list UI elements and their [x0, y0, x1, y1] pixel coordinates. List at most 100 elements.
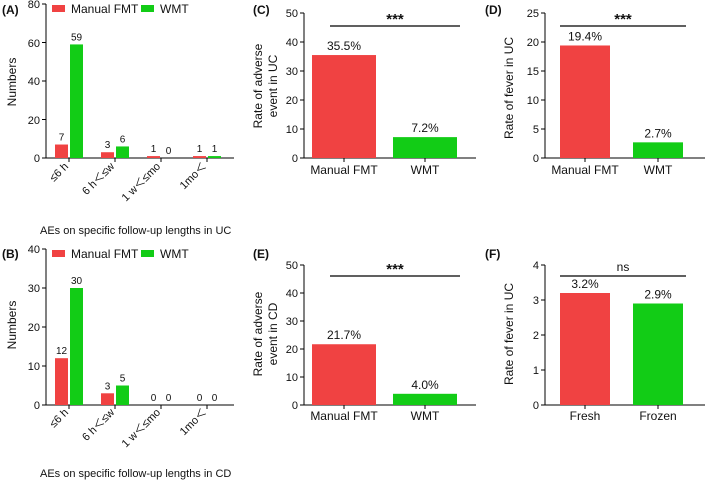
x-tick-label: Manual FMT	[551, 163, 619, 177]
legend-label-manual-fmt: Manual FMT	[71, 247, 139, 261]
data-label: 30	[71, 276, 83, 287]
panel-e: (E) Rate of adverse event in CD 0 10 20 …	[251, 247, 460, 423]
legend-label-wmt: WMT	[160, 2, 189, 16]
x-tick-label: 1mo＜	[178, 161, 209, 192]
legend-swatch-manual-fmt	[52, 5, 65, 12]
x-tick-label: Fresh	[570, 409, 601, 423]
data-label: 0	[197, 393, 203, 404]
bar	[101, 393, 114, 405]
y-tick-label: 50	[286, 260, 298, 272]
y-axis-label-line-2: event in UC	[266, 54, 280, 117]
chart-f-marks: 3.2% 2.9%	[541, 264, 705, 409]
y-axis-label: Rate of fever in UC	[502, 37, 516, 139]
panel-label: (C)	[253, 3, 270, 17]
y-tick-label: 3	[533, 295, 539, 307]
y-tick-label: 30	[28, 283, 40, 295]
data-label: 0	[166, 146, 172, 157]
data-label: 0	[166, 393, 172, 404]
x-tick-label: 6 h＜≤w	[80, 407, 117, 444]
x-axis-title: AEs on specific follow-up lengths in UC	[40, 225, 231, 237]
legend: Manual FMT WMT	[52, 2, 189, 16]
data-label: 1	[197, 144, 203, 155]
bar	[312, 55, 376, 158]
y-tick-label: 15	[527, 66, 539, 78]
x-tick-label: ≤6 h	[48, 161, 72, 185]
y-tick-label: 0	[292, 153, 298, 165]
data-label: 4.0%	[411, 378, 439, 392]
x-tick-label: Manual FMT	[310, 163, 378, 177]
data-label: 3	[105, 140, 111, 151]
x-tick-label: 1 w＜≤mo	[120, 161, 163, 204]
legend: Manual FMT WMT	[52, 247, 189, 261]
y-tick-label: 10	[28, 361, 40, 373]
panel-d: (D) Rate of fever in UC 0 5 10 15 20 25 …	[485, 3, 686, 177]
data-label: 35.5%	[327, 39, 361, 53]
bar	[55, 144, 68, 158]
data-label: 0	[151, 393, 157, 404]
x-tick-label: Frozen	[639, 409, 676, 423]
data-label: 7	[59, 133, 65, 144]
bar	[101, 152, 114, 158]
y-tick-label: 30	[286, 66, 298, 78]
legend-swatch-wmt	[141, 5, 154, 12]
panel-f: (F) Rate of fever in UC 0 1 2 3 4 Fresh …	[485, 247, 686, 423]
chart-c-marks: 35.5% 7.2%	[300, 12, 476, 162]
significance-label: ***	[386, 261, 404, 278]
y-tick-label: 10	[527, 95, 539, 107]
chart-e-marks: 21.7% 4.0%	[300, 264, 476, 409]
data-label: 6	[120, 134, 126, 145]
y-tick-label: 0	[292, 400, 298, 412]
y-tick-labels: 0 20 40 60 80	[28, 0, 40, 165]
bar	[633, 142, 683, 158]
bar	[55, 358, 68, 405]
legend-label-wmt: WMT	[160, 247, 189, 261]
y-tick-label: 60	[28, 38, 40, 50]
data-label: 12	[56, 346, 68, 357]
x-tick-labels: ≤6 h 6 h＜≤w 1 w＜≤mo 1mo＜	[48, 407, 210, 450]
significance-label: ***	[386, 11, 404, 28]
bar	[193, 156, 206, 158]
x-tick-label: Manual FMT	[310, 409, 378, 423]
data-label: 7.2%	[411, 121, 439, 135]
legend-label-manual-fmt: Manual FMT	[71, 2, 139, 16]
y-axis-label: Numbers	[5, 301, 19, 350]
y-axis-label: Numbers	[5, 58, 19, 107]
y-tick-label: 20	[28, 115, 40, 127]
y-tick-label: 10	[286, 372, 298, 384]
y-tick-label: 1	[533, 365, 539, 377]
panel-label: (A)	[2, 3, 19, 17]
bar	[393, 137, 457, 158]
y-tick-label: 20	[28, 322, 40, 334]
x-tick-label: 6 h＜≤w	[80, 161, 117, 198]
x-tick-label: WMT	[644, 163, 673, 177]
y-axis-label-line-1: Rate of adverse	[251, 291, 265, 376]
data-label: 1	[151, 144, 157, 155]
y-tick-label: 80	[28, 0, 40, 11]
bar	[116, 146, 129, 158]
y-tick-label: 40	[286, 288, 298, 300]
data-label: 2.7%	[644, 126, 672, 140]
y-tick-label: 30	[286, 316, 298, 328]
y-tick-labels: 0 10 20 30 40 50	[286, 8, 298, 165]
panel-c: (C) Rate of adverse event in UC 0 10 20 …	[251, 3, 460, 177]
bar	[70, 288, 83, 405]
y-tick-label: 0	[533, 400, 539, 412]
chart-d-marks: 19.4% 2.7%	[541, 12, 705, 162]
bar	[70, 44, 83, 158]
x-axis-title: AEs on specific follow-up lengths in CD	[40, 468, 231, 480]
y-tick-label: 10	[286, 124, 298, 136]
data-label: 19.4%	[568, 29, 602, 43]
panel-a: (A) Manual FMT WMT Numbers 0 20 40 60 80…	[2, 0, 231, 237]
y-tick-label: 5	[533, 124, 539, 136]
y-tick-label: 40	[28, 244, 40, 256]
y-tick-labels: 0 1 2 3 4	[533, 260, 539, 412]
panel-label: (F)	[485, 247, 500, 261]
y-tick-labels: 0 10 20 30 40 50	[286, 260, 298, 412]
data-label: 59	[71, 32, 83, 43]
bar	[560, 293, 610, 405]
y-tick-label: 40	[286, 37, 298, 49]
y-axis-label: Rate of fever in UC	[502, 283, 516, 385]
y-tick-label: 2	[533, 330, 539, 342]
